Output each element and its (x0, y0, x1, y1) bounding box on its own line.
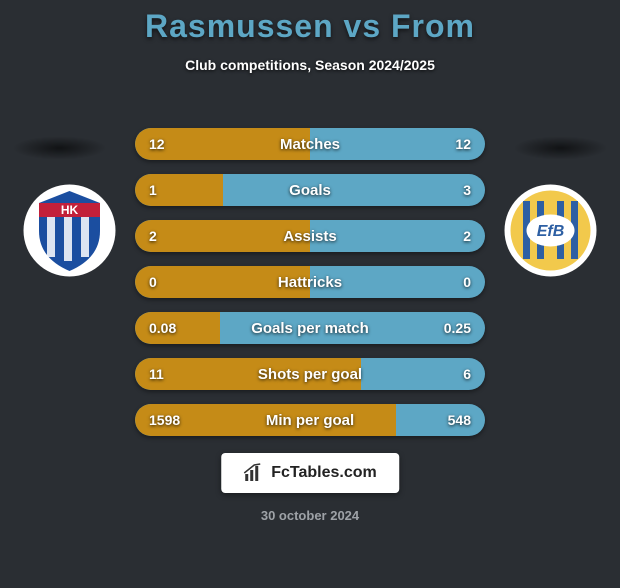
stat-value-right: 548 (448, 404, 471, 436)
stat-row: 2Assists2 (135, 220, 485, 252)
stat-value-right: 3 (463, 174, 471, 206)
stat-row: 1598Min per goal548 (135, 404, 485, 436)
stat-label: Assists (135, 220, 485, 252)
badge-shadow-right (513, 136, 608, 160)
team-badge-left: HK (22, 183, 117, 278)
stat-label: Goals per match (135, 312, 485, 344)
stat-row: 11Shots per goal6 (135, 358, 485, 390)
stat-label: Goals (135, 174, 485, 206)
bar-chart-icon (243, 463, 263, 483)
comparison-title: Rasmussen vs From (0, 8, 620, 45)
stat-row: 0Hattricks0 (135, 266, 485, 298)
team-badge-right: EfB (503, 183, 598, 278)
stat-label: Hattricks (135, 266, 485, 298)
player2-name: From (391, 8, 475, 44)
stat-row: 1Goals3 (135, 174, 485, 206)
stat-value-right: 0.25 (444, 312, 471, 344)
stat-label: Matches (135, 128, 485, 160)
date-text: 30 october 2024 (0, 508, 620, 523)
player1-name: Rasmussen (145, 8, 334, 44)
stat-value-right: 6 (463, 358, 471, 390)
svg-text:HK: HK (61, 203, 79, 217)
svg-text:EfB: EfB (537, 223, 565, 240)
stat-row: 12Matches12 (135, 128, 485, 160)
stat-label: Min per goal (135, 404, 485, 436)
vs-separator: vs (344, 8, 382, 44)
brand-text: FcTables.com (271, 464, 377, 482)
stat-label: Shots per goal (135, 358, 485, 390)
stat-value-right: 12 (455, 128, 471, 160)
stats-container: 12Matches12 1Goals3 2Assists2 0Hattricks0 0.… (135, 128, 485, 450)
stat-row: 0.08Goals per match0.25 (135, 312, 485, 344)
badge-shadow-left (12, 136, 107, 160)
club-crest-icon: EfB (503, 183, 598, 278)
brand-box: FcTables.com (221, 453, 399, 493)
subtitle: Club competitions, Season 2024/2025 (0, 57, 620, 73)
stat-value-right: 0 (463, 266, 471, 298)
stat-value-right: 2 (463, 220, 471, 252)
shield-icon: HK (22, 183, 117, 278)
